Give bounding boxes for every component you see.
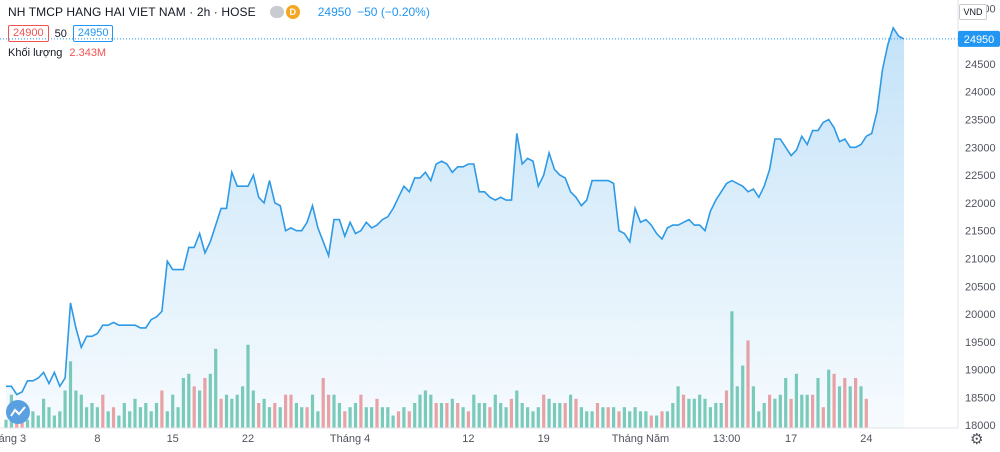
last-price-label: 24950 (958, 30, 1000, 47)
x-tick-label: 12 (462, 433, 474, 445)
last-price-label-text: 24950 (964, 34, 995, 46)
time-axis[interactable]: Tháng 3 8 15 22 Tháng 4 12 19 Tháng Năm 13:00 17 2… (0, 433, 873, 445)
x-tick-label: 22 (242, 433, 254, 445)
x-tick-label: Tháng 4 (330, 433, 370, 445)
spread-value: 50 (54, 27, 67, 40)
price-area (6, 27, 904, 429)
bid-ask-row: 24900 50 24950 (8, 25, 114, 42)
last-price: 24950 (317, 5, 352, 19)
currency-badge[interactable]: VND (959, 4, 987, 20)
y-tick-label: 19500 (965, 337, 996, 349)
x-tick-label: Tháng 3 (0, 433, 26, 445)
x-tick-label: 19 (538, 433, 550, 445)
y-tick-label: 21000 (965, 254, 996, 266)
price-line (6, 25, 905, 396)
y-tick-label: 20500 (965, 281, 996, 293)
dividend-icon[interactable]: D (285, 5, 300, 19)
chart-legend: NH TMCP HANG HAI VIET NAM · 2h · HOSE D … (8, 4, 430, 20)
y-tick-label: 23000 (965, 142, 996, 154)
y-tick-label: 18000 (965, 420, 996, 432)
y-tick-label: 24500 (965, 59, 996, 71)
chart-mode-icon[interactable] (6, 400, 30, 424)
symbol-title[interactable]: NH TMCP HANG HAI VIET NAM · 2h · HOSE (8, 5, 256, 19)
x-tick-label: Tháng Năm (612, 433, 669, 445)
x-tick-label: 24 (860, 433, 872, 445)
price-axis[interactable]: 18000 18500 19000 19500 20000 20500 21000 21500… (965, 3, 996, 432)
last-price-label-bg (958, 30, 1000, 47)
settings-gear-icon[interactable]: ⚙ (970, 431, 984, 448)
y-tick-label: 22500 (965, 170, 996, 182)
dot-icon[interactable] (269, 6, 284, 18)
x-tick-label: 17 (785, 433, 797, 445)
price-change: −50 (−0.20%) (357, 5, 430, 19)
x-tick-label: 8 (94, 433, 100, 445)
y-tick-label: 23500 (965, 115, 996, 127)
volume-legend: Khối lượng 2.343M (8, 47, 106, 59)
chart-mode-glyph (10, 406, 26, 417)
y-tick-label: 20000 (965, 309, 996, 321)
volume-value: 2.343M (69, 47, 107, 59)
y-tick-label: 21500 (965, 226, 996, 238)
volume-label: Khối lượng (8, 47, 63, 59)
y-tick-label: 18500 (965, 392, 996, 404)
bid-price[interactable]: 24900 (8, 25, 49, 42)
y-tick-label: 22000 (965, 198, 996, 210)
x-tick-label: 15 (167, 433, 179, 445)
y-tick-label: 19000 (965, 365, 996, 377)
ask-price[interactable]: 24950 (72, 25, 114, 42)
x-tick-label: 13:00 (713, 433, 741, 445)
y-tick-label: 24000 (965, 87, 996, 99)
